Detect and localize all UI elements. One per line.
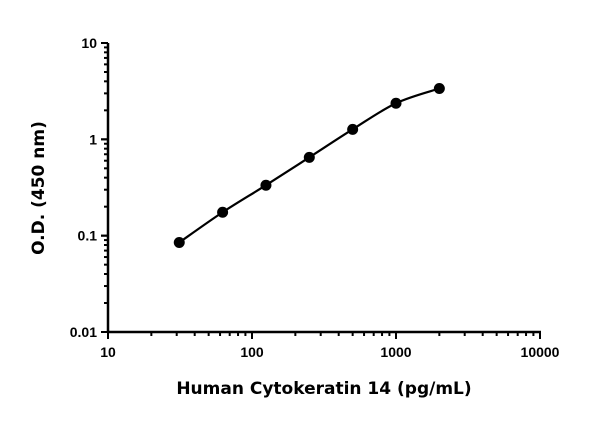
y-axis-title: O.D. (450 nm) — [29, 121, 49, 255]
x-axis-title: Human Cytokeratin 14 (pg/mL) — [176, 379, 471, 399]
data-point — [217, 206, 229, 218]
axes — [101, 42, 541, 339]
data-point — [390, 97, 402, 109]
x-tick-label: 100 — [240, 344, 264, 360]
y-tick-label: 10 — [81, 35, 97, 51]
data-point — [303, 151, 315, 163]
data-point — [260, 179, 272, 191]
data-point — [173, 236, 185, 248]
y-tick-label: 1 — [89, 131, 97, 147]
data-points — [173, 83, 445, 248]
y-tick-label: 0.1 — [78, 228, 98, 244]
tick-labels: 10 100 1000 10000 0.01 0.1 1 10 — [70, 35, 560, 360]
x-tick-label: 10 — [100, 344, 116, 360]
fit-curve — [178, 87, 440, 244]
x-tick-label: 1000 — [380, 344, 411, 360]
x-tick-label: 10000 — [521, 344, 560, 360]
data-point — [347, 123, 359, 135]
y-tick-label: 0.01 — [70, 324, 97, 340]
data-point — [433, 83, 445, 95]
